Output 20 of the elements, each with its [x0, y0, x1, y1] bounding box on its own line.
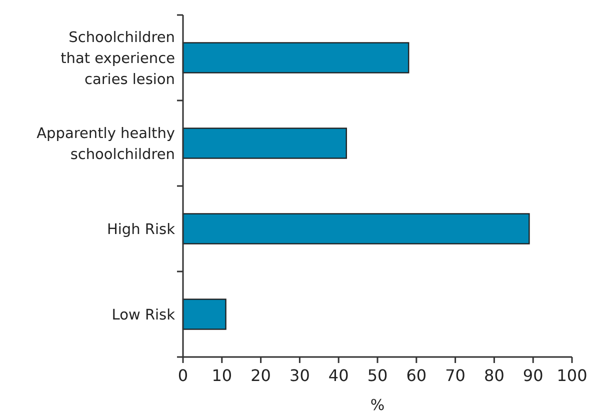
x-tick-label: 60 [406, 366, 427, 385]
x-tick-label: 100 [556, 366, 588, 385]
x-tick-label: 20 [250, 366, 271, 385]
y-tick-label: High Risk [107, 222, 176, 238]
y-tick-label: Schoolchildren that experience caries lesion [60, 30, 176, 88]
x-tick-label: 50 [367, 366, 388, 385]
x-tick-label: 90 [522, 366, 544, 385]
bar [182, 42, 410, 74]
x-tick-label: 30 [290, 366, 310, 385]
x-tick-label: 40 [328, 366, 349, 385]
bar [182, 213, 530, 244]
x-tick-label: 80 [484, 366, 504, 385]
x-tick-label: 10 [212, 366, 232, 385]
x-tick-label: 70 [445, 366, 466, 385]
y-tick-label: Apparently healthy schoolchildren [36, 126, 176, 163]
x-tick-label: 0 [178, 366, 188, 385]
bar [182, 128, 347, 159]
x-axis-title: % [370, 396, 385, 414]
bar [182, 298, 226, 330]
y-tick-label: Low Risk [112, 307, 176, 324]
